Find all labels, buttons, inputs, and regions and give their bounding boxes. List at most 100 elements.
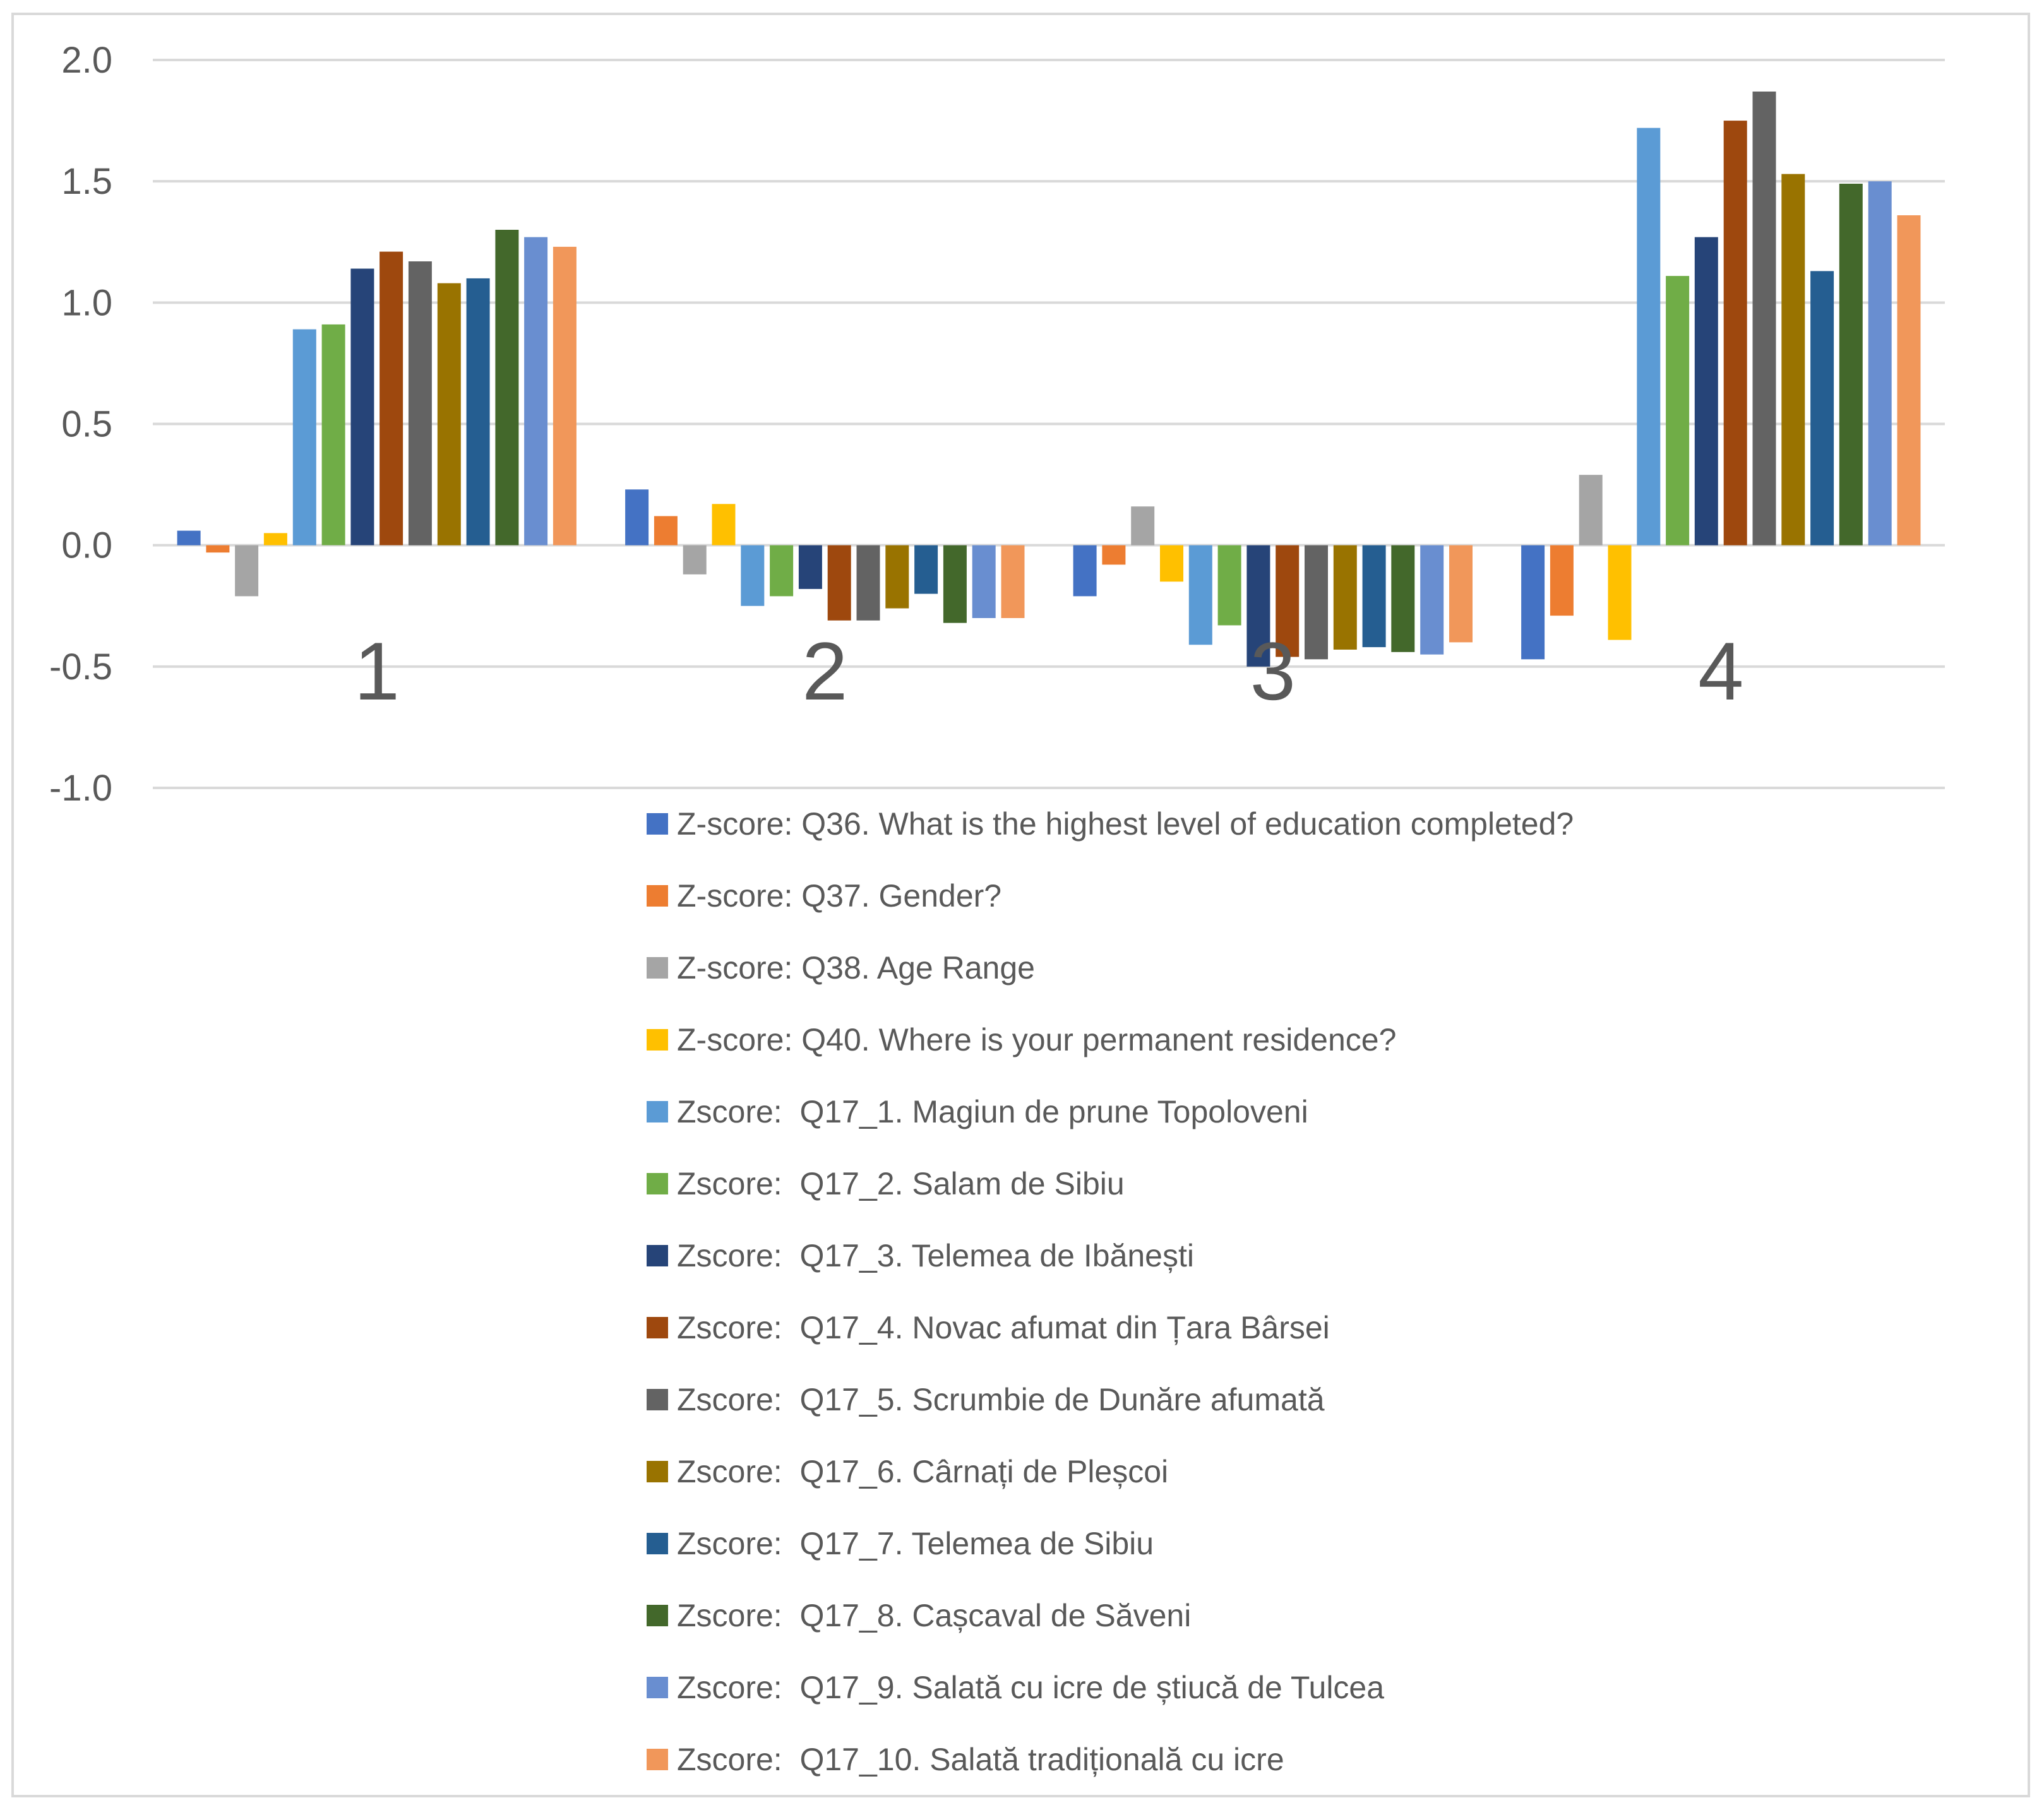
bar <box>1333 545 1357 650</box>
bars <box>177 92 1921 667</box>
bar <box>1449 545 1473 643</box>
legend-item: Zscore: Q17_3. Telemea de Ibănești <box>647 1234 1194 1278</box>
legend-item: Z-score: Q40. Where is your permanent re… <box>647 1018 1396 1062</box>
bar <box>1694 237 1718 545</box>
bar <box>1391 545 1415 652</box>
legend-item: Zscore: Q17_5. Scrumbie de Dunăre afumat… <box>647 1378 1325 1422</box>
legend-label: Zscore: Q17_5. Scrumbie de Dunăre afumat… <box>677 1382 1325 1417</box>
legend-label: Zscore: Q17_3. Telemea de Ibănești <box>677 1238 1194 1273</box>
bar <box>1246 545 1270 667</box>
bar <box>827 545 851 621</box>
legend-item: Zscore: Q17_2. Salam de Sibiu <box>647 1162 1125 1206</box>
bar <box>235 545 259 597</box>
bar <box>1362 545 1386 648</box>
bar <box>914 545 938 594</box>
bar <box>654 516 678 545</box>
legend-label: Z-score: Q36. What is the highest level … <box>677 806 1574 842</box>
bar <box>1420 545 1444 655</box>
legend-swatch <box>647 1461 668 1482</box>
legend-item: Zscore: Q17_6. Cârnați de Pleșcoi <box>647 1450 1168 1494</box>
bar <box>524 237 548 545</box>
bar <box>408 261 432 545</box>
bar <box>1897 215 1921 545</box>
legend-swatch <box>647 1605 668 1626</box>
bar <box>1276 545 1300 657</box>
bar <box>683 545 707 575</box>
bar <box>1102 545 1126 565</box>
bar <box>1217 545 1241 626</box>
y-tick-label: 1.5 <box>61 161 112 202</box>
category-label: 3 <box>1250 625 1296 717</box>
y-tick-label: 0.0 <box>61 525 112 566</box>
legend-swatch <box>647 1749 668 1770</box>
legend-item: Zscore: Q17_4. Novac afumat din Țara Bâr… <box>647 1306 1330 1350</box>
bar <box>770 545 794 597</box>
bar <box>1188 545 1212 645</box>
chart-frame <box>11 13 2030 1797</box>
legend-label: Zscore: Q17_9. Salată cu icre de știucă … <box>677 1670 1385 1705</box>
y-axis-ticks: 2.0 1.5 1.0 0.5 0.0 -0.5 -1.0 <box>49 40 112 809</box>
bar <box>1723 121 1747 545</box>
legend-label: Z-score: Q38. Age Range <box>677 950 1035 985</box>
bar <box>321 324 345 545</box>
y-tick-label: 0.5 <box>61 404 112 445</box>
legend-swatch <box>647 1029 668 1051</box>
category-label: 4 <box>1698 625 1743 717</box>
bar <box>437 283 461 545</box>
legend-item: Zscore: Q17_1. Magiun de prune Topoloven… <box>647 1090 1308 1134</box>
y-tick-label: 1.0 <box>61 282 112 323</box>
legend-item: Zscore: Q17_10. Salată tradițională cu i… <box>647 1737 1284 1782</box>
legend-swatch <box>647 813 668 835</box>
legend-item: Z-score: Q37. Gender? <box>647 874 1001 918</box>
legend-label: Zscore: Q17_4. Novac afumat din Țara Bâr… <box>677 1310 1330 1345</box>
legend-swatch <box>647 1389 668 1410</box>
bar <box>1868 181 1892 545</box>
bar <box>1781 174 1805 545</box>
bar <box>495 230 519 545</box>
category-label: 2 <box>802 625 847 717</box>
bar <box>712 504 736 545</box>
bar <box>177 530 201 545</box>
legend-swatch <box>647 1533 668 1554</box>
bar <box>1001 545 1025 618</box>
bar <box>1131 506 1155 545</box>
legend-swatch <box>647 1677 668 1698</box>
legend-item: Z-score: Q36. What is the highest level … <box>647 802 1574 846</box>
legend-swatch <box>647 1245 668 1266</box>
bar <box>1305 545 1328 660</box>
legend-item: Zscore: Q17_8. Cașcaval de Săveni <box>647 1593 1191 1638</box>
bar <box>1666 276 1690 545</box>
bar <box>1550 545 1574 616</box>
bar <box>885 545 909 609</box>
bar <box>943 545 967 623</box>
bar <box>1810 271 1834 545</box>
y-tick-label: 2.0 <box>61 40 112 81</box>
legend-label: Z-score: Q37. Gender? <box>677 878 1002 914</box>
bar <box>380 251 403 545</box>
bar <box>1752 92 1776 545</box>
bar <box>1839 184 1863 545</box>
bar <box>1073 545 1097 597</box>
y-tick-label: -1.0 <box>49 768 112 809</box>
bar <box>972 545 996 618</box>
legend-label: Zscore: Q17_8. Cașcaval de Săveni <box>677 1598 1192 1633</box>
category-labels: 1 2 3 4 <box>354 625 1744 717</box>
bar <box>741 545 765 606</box>
bar <box>350 268 374 545</box>
legend-swatch <box>647 1317 668 1338</box>
category-label: 1 <box>354 625 400 717</box>
bar <box>625 489 649 545</box>
legend-label: Zscore: Q17_7. Telemea de Sibiu <box>677 1526 1154 1561</box>
legend-swatch <box>647 885 668 907</box>
bar <box>466 278 490 545</box>
legend-label: Zscore: Q17_1. Magiun de prune Topoloven… <box>677 1094 1308 1129</box>
legend-item: Z-score: Q38. Age Range <box>647 946 1035 990</box>
legend-label: Z-score: Q40. Where is your permanent re… <box>677 1022 1397 1057</box>
bar <box>206 545 230 553</box>
bar <box>1637 128 1661 545</box>
legend-swatch <box>647 957 668 979</box>
legend-swatch <box>647 1101 668 1122</box>
bar <box>856 545 880 621</box>
legend-label: Zscore: Q17_2. Salam de Sibiu <box>677 1166 1125 1201</box>
